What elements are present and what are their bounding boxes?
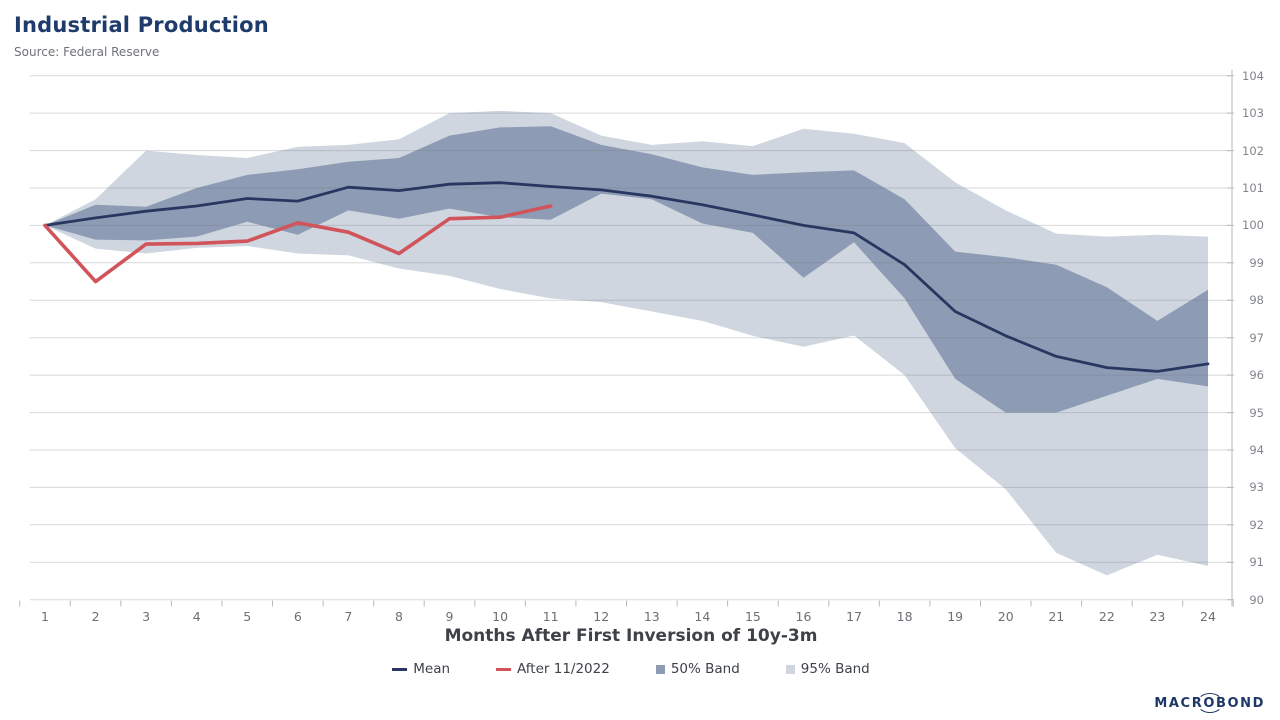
y-axis-label-90: 90 [1249, 592, 1264, 607]
x-axis-label-6: 6 [293, 609, 302, 624]
x-axis-label-7: 7 [344, 609, 353, 624]
y-axis-label-101: 101 [1242, 180, 1264, 195]
x-axis-label-9: 9 [445, 609, 454, 624]
macrobond-logo: MACR OBOND [1154, 692, 1265, 713]
legend-item-50-band: 50% Band [655, 661, 740, 677]
y-axis-label-102: 102 [1242, 143, 1264, 158]
legend-marker-50-band [655, 664, 665, 674]
x-axis-label-20: 20 [997, 609, 1014, 624]
y-axis-label-94: 94 [1249, 442, 1264, 457]
legend-marker-mean [392, 667, 408, 671]
x-axis-label-18: 18 [896, 609, 913, 624]
x-axis-label-11: 11 [542, 609, 559, 624]
logo-text-suffix: BOND [1215, 696, 1265, 711]
legend-label: Mean [413, 661, 451, 677]
50-band-area [45, 126, 1208, 413]
y-axis-label-96: 96 [1249, 368, 1264, 383]
x-axis-label-16: 16 [795, 609, 812, 624]
y-axis-label-98: 98 [1249, 293, 1264, 308]
x-axis-label-17: 17 [846, 609, 862, 624]
x-axis-label-5: 5 [243, 609, 252, 624]
x-axis-label-13: 13 [643, 609, 660, 624]
y-axis-label-95: 95 [1249, 405, 1264, 420]
x-axis-label-24: 24 [1200, 609, 1216, 624]
legend-marker-after-11-2022 [496, 667, 512, 671]
mean-line [43, 181, 1210, 373]
page-title: Industrial Production [14, 13, 269, 37]
x-axis-label-22: 22 [1098, 609, 1115, 624]
x-axis-title: Months After First Inversion of 10y-3m [444, 626, 818, 646]
logo-o: O [1196, 692, 1223, 713]
legend-item-95-band: 95% Band [785, 661, 870, 677]
legend-item-mean: Mean [392, 661, 450, 677]
y-axis-label-100: 100 [1242, 218, 1264, 233]
legend-marker-95-band [785, 664, 795, 674]
y-axis-label-92: 92 [1249, 517, 1264, 532]
legend-item-after-11-2022: After 11/2022 [496, 661, 610, 677]
x-axis-label-19: 19 [947, 609, 964, 624]
y-axis-label-99: 99 [1249, 255, 1264, 270]
x-axis-label-3: 3 [142, 609, 151, 624]
y-axis-label-97: 97 [1249, 330, 1264, 345]
x-axis-label-21: 21 [1048, 609, 1065, 624]
x-axis-label-1: 1 [41, 609, 49, 624]
x-axis-label-14: 14 [694, 609, 711, 624]
after-11-2022-line [43, 204, 553, 284]
x-axis-label-15: 15 [744, 609, 761, 624]
logo-orbit-icon [1196, 692, 1223, 713]
y-axis-label-93: 93 [1249, 480, 1264, 495]
legend-label: 50% Band [670, 661, 740, 677]
legend-label: After 11/2022 [517, 661, 610, 677]
x-axis-label-4: 4 [192, 609, 201, 624]
x-axis-label-2: 2 [91, 609, 100, 624]
x-axis-label-8: 8 [394, 609, 403, 624]
logo-text-prefix: MACR [1154, 696, 1204, 711]
x-axis-label-10: 10 [492, 609, 509, 624]
legend-label: 95% Band [800, 661, 870, 677]
x-axis-label-23: 23 [1149, 609, 1166, 624]
y-axis-label-91: 91 [1249, 555, 1264, 570]
y-axis-label-104: 104 [1242, 68, 1264, 83]
legend: Mean After 11/2022 50% Band 95% Band [30, 661, 1232, 677]
source-label: Source: Federal Reserve [14, 45, 160, 59]
y-axis-label-103: 103 [1242, 106, 1264, 121]
x-axis-label-12: 12 [593, 609, 610, 624]
